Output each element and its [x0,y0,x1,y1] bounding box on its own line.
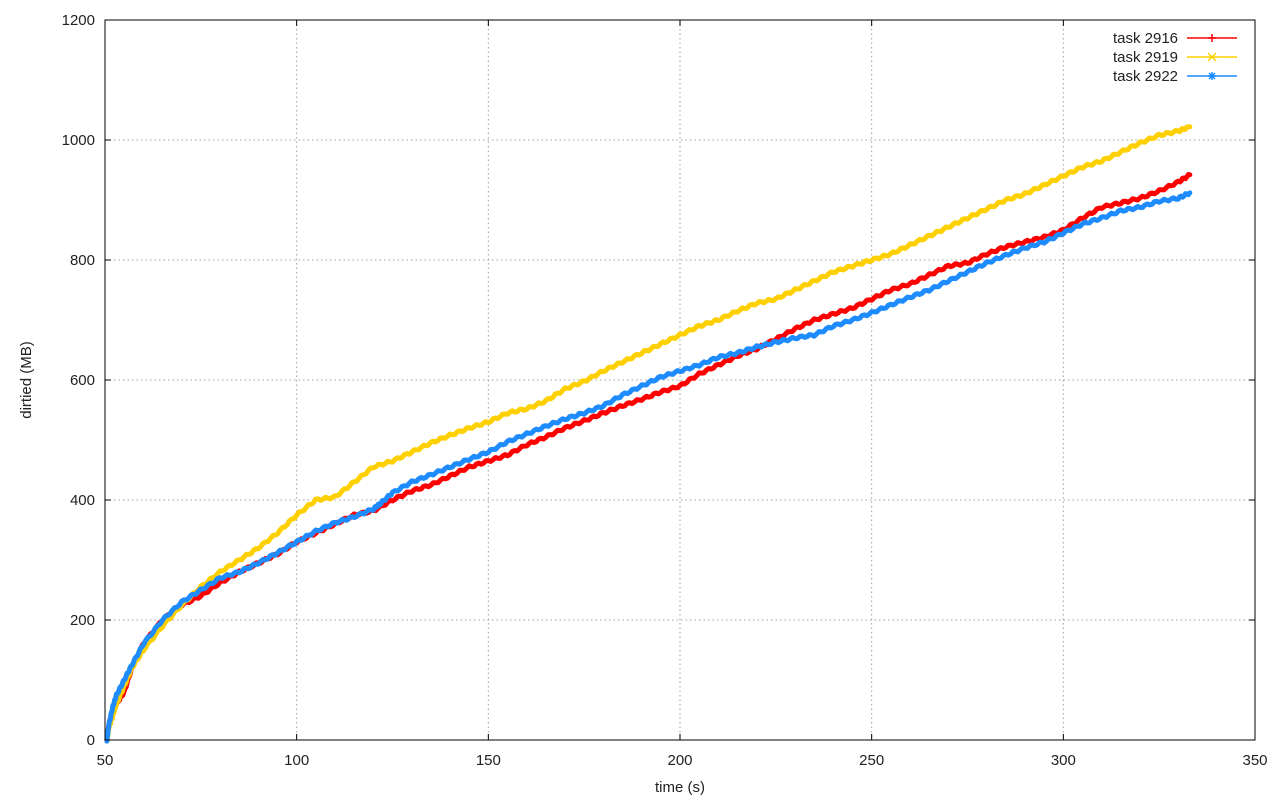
x-tick-label: 150 [476,752,501,769]
x-tick-label: 250 [859,752,884,769]
x-tick-label: 300 [1051,752,1076,769]
series-line-task-2919 [104,124,1193,744]
y-tick-label: 400 [70,492,95,509]
y-tick-label: 1000 [62,132,95,149]
y-tick-label: 0 [87,732,95,749]
y-tick-label: 1200 [62,12,95,29]
x-tick-label: 50 [97,752,114,769]
series-line-task-2916 [104,172,1193,743]
legend-marker [1208,72,1216,80]
x-axis-label: time (s) [655,779,705,796]
x-tick-label: 200 [667,752,692,769]
y-tick-labels: 0 200 400 600 800 1000 1200 [62,12,95,749]
legend-marker [1207,52,1217,62]
x-tick-labels: 50 100 150 200 250 300 350 [97,752,1268,769]
y-tick-label: 600 [70,372,95,389]
y-axis-label: dirtied (MB) [18,341,35,419]
x-tick-label: 350 [1242,752,1267,769]
x-tick-label: 100 [284,752,309,769]
legend: task 2916 task 2919 task 2922 [1113,30,1237,85]
legend-label: task 2922 [1113,68,1178,85]
y-tick-label: 200 [70,612,95,629]
grid-lines [105,20,1255,740]
series-lines [104,124,1193,744]
legend-label: task 2916 [1113,30,1178,47]
axis-ticks [104,19,1256,741]
legend-marker [1208,34,1216,42]
y-tick-label: 800 [70,252,95,269]
legend-label: task 2919 [1113,49,1178,66]
series-line-task-2922 [104,190,1193,744]
